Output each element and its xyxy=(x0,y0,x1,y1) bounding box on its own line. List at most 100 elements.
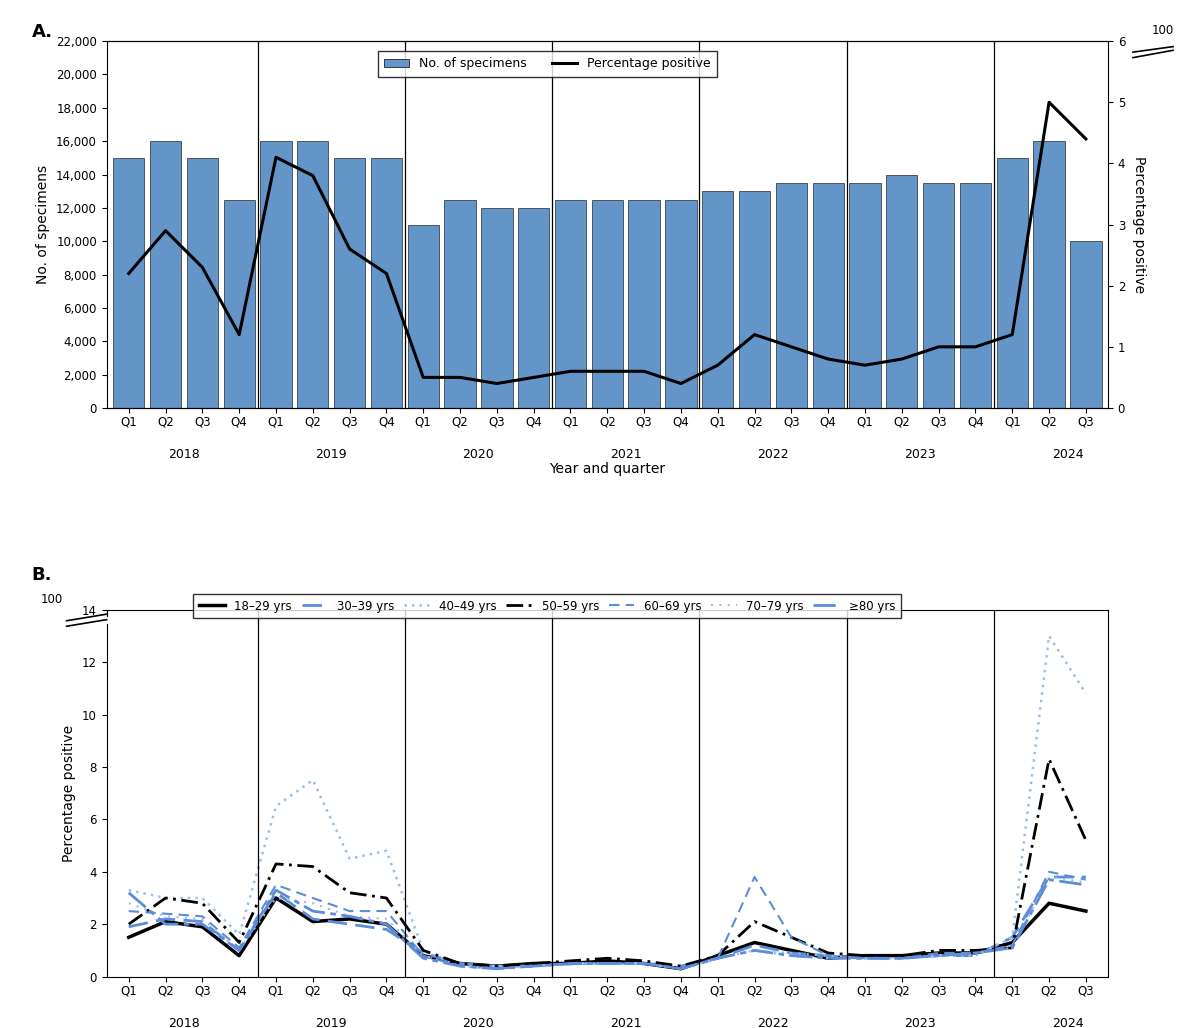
60–69 yrs xyxy=(600,957,614,969)
30–39 yrs xyxy=(821,950,835,962)
70–79 yrs xyxy=(122,897,136,910)
60–69 yrs xyxy=(416,950,430,962)
60–69 yrs xyxy=(748,871,762,883)
30–39 yrs xyxy=(1042,871,1056,883)
18–29 yrs xyxy=(968,947,982,959)
30–39 yrs xyxy=(453,957,467,969)
70–79 yrs xyxy=(526,960,540,972)
18–29 yrs xyxy=(416,950,430,962)
Bar xyxy=(628,199,660,408)
40–49 yrs xyxy=(968,950,982,962)
50–59 yrs xyxy=(416,945,430,957)
40–49 yrs xyxy=(784,950,799,962)
40–49 yrs xyxy=(526,960,540,972)
≥80 yrs xyxy=(453,960,467,972)
60–69 yrs xyxy=(1042,866,1056,878)
Y-axis label: Percentage positive: Percentage positive xyxy=(63,725,76,861)
50–59 yrs xyxy=(342,886,357,898)
Line: 30–39 yrs: 30–39 yrs xyxy=(129,877,1085,966)
≥80 yrs xyxy=(122,886,136,898)
Bar xyxy=(261,141,292,408)
Bar xyxy=(113,158,145,408)
≥80 yrs xyxy=(342,910,357,922)
40–49 yrs xyxy=(1078,688,1093,700)
40–49 yrs xyxy=(638,957,652,969)
70–79 yrs xyxy=(1005,942,1019,954)
≥80 yrs xyxy=(784,950,799,962)
50–59 yrs xyxy=(379,892,393,905)
30–39 yrs xyxy=(784,947,799,959)
60–69 yrs xyxy=(784,931,799,944)
40–49 yrs xyxy=(379,845,393,857)
40–49 yrs xyxy=(821,952,835,964)
≥80 yrs xyxy=(269,884,283,896)
50–59 yrs xyxy=(453,957,467,969)
50–59 yrs xyxy=(968,945,982,957)
60–69 yrs xyxy=(526,960,540,972)
40–49 yrs xyxy=(858,952,872,964)
Bar xyxy=(960,183,991,408)
≥80 yrs xyxy=(563,957,577,969)
18–29 yrs xyxy=(342,913,357,925)
60–69 yrs xyxy=(489,962,504,975)
Line: 60–69 yrs: 60–69 yrs xyxy=(129,872,1085,968)
X-axis label: Year and quarter: Year and quarter xyxy=(550,462,665,476)
30–39 yrs xyxy=(968,950,982,962)
≥80 yrs xyxy=(858,952,872,964)
30–39 yrs xyxy=(269,886,283,898)
50–59 yrs xyxy=(1042,752,1056,765)
60–69 yrs xyxy=(858,952,872,964)
Text: 2020: 2020 xyxy=(462,1017,494,1028)
Bar xyxy=(776,183,807,408)
50–59 yrs xyxy=(489,960,504,972)
60–69 yrs xyxy=(232,942,246,954)
50–59 yrs xyxy=(931,945,946,957)
≥80 yrs xyxy=(821,952,835,964)
Line: 40–49 yrs: 40–49 yrs xyxy=(129,636,1085,968)
18–29 yrs xyxy=(1078,905,1093,917)
40–49 yrs xyxy=(196,892,210,905)
70–79 yrs xyxy=(674,962,688,975)
Bar xyxy=(665,199,697,408)
Bar xyxy=(886,175,917,408)
Text: B.: B. xyxy=(32,565,52,584)
≥80 yrs xyxy=(232,945,246,957)
70–79 yrs xyxy=(489,962,504,975)
60–69 yrs xyxy=(306,892,320,905)
18–29 yrs xyxy=(821,952,835,964)
40–49 yrs xyxy=(122,884,136,896)
18–29 yrs xyxy=(306,915,320,927)
Bar xyxy=(850,183,880,408)
30–39 yrs xyxy=(342,918,357,930)
30–39 yrs xyxy=(379,923,393,935)
≥80 yrs xyxy=(638,957,652,969)
Text: 2020: 2020 xyxy=(462,448,494,462)
18–29 yrs xyxy=(122,931,136,944)
60–69 yrs xyxy=(379,905,393,917)
30–39 yrs xyxy=(1005,931,1019,944)
30–39 yrs xyxy=(748,939,762,951)
18–29 yrs xyxy=(379,918,393,930)
Text: 2023: 2023 xyxy=(904,448,936,462)
50–59 yrs xyxy=(563,955,577,967)
Text: 2021: 2021 xyxy=(610,1017,641,1028)
Bar xyxy=(187,158,218,408)
18–29 yrs xyxy=(1005,937,1019,949)
Line: 50–59 yrs: 50–59 yrs xyxy=(129,759,1085,966)
40–49 yrs xyxy=(416,945,430,957)
≥80 yrs xyxy=(159,918,173,930)
18–29 yrs xyxy=(931,947,946,959)
30–39 yrs xyxy=(895,952,909,964)
70–79 yrs xyxy=(1078,876,1093,888)
30–39 yrs xyxy=(416,947,430,959)
50–59 yrs xyxy=(711,950,725,962)
Bar xyxy=(813,183,844,408)
18–29 yrs xyxy=(159,915,173,927)
50–59 yrs xyxy=(526,957,540,969)
50–59 yrs xyxy=(306,860,320,873)
40–49 yrs xyxy=(159,892,173,905)
30–39 yrs xyxy=(638,957,652,969)
70–79 yrs xyxy=(416,950,430,962)
Bar xyxy=(591,199,623,408)
30–39 yrs xyxy=(858,952,872,964)
